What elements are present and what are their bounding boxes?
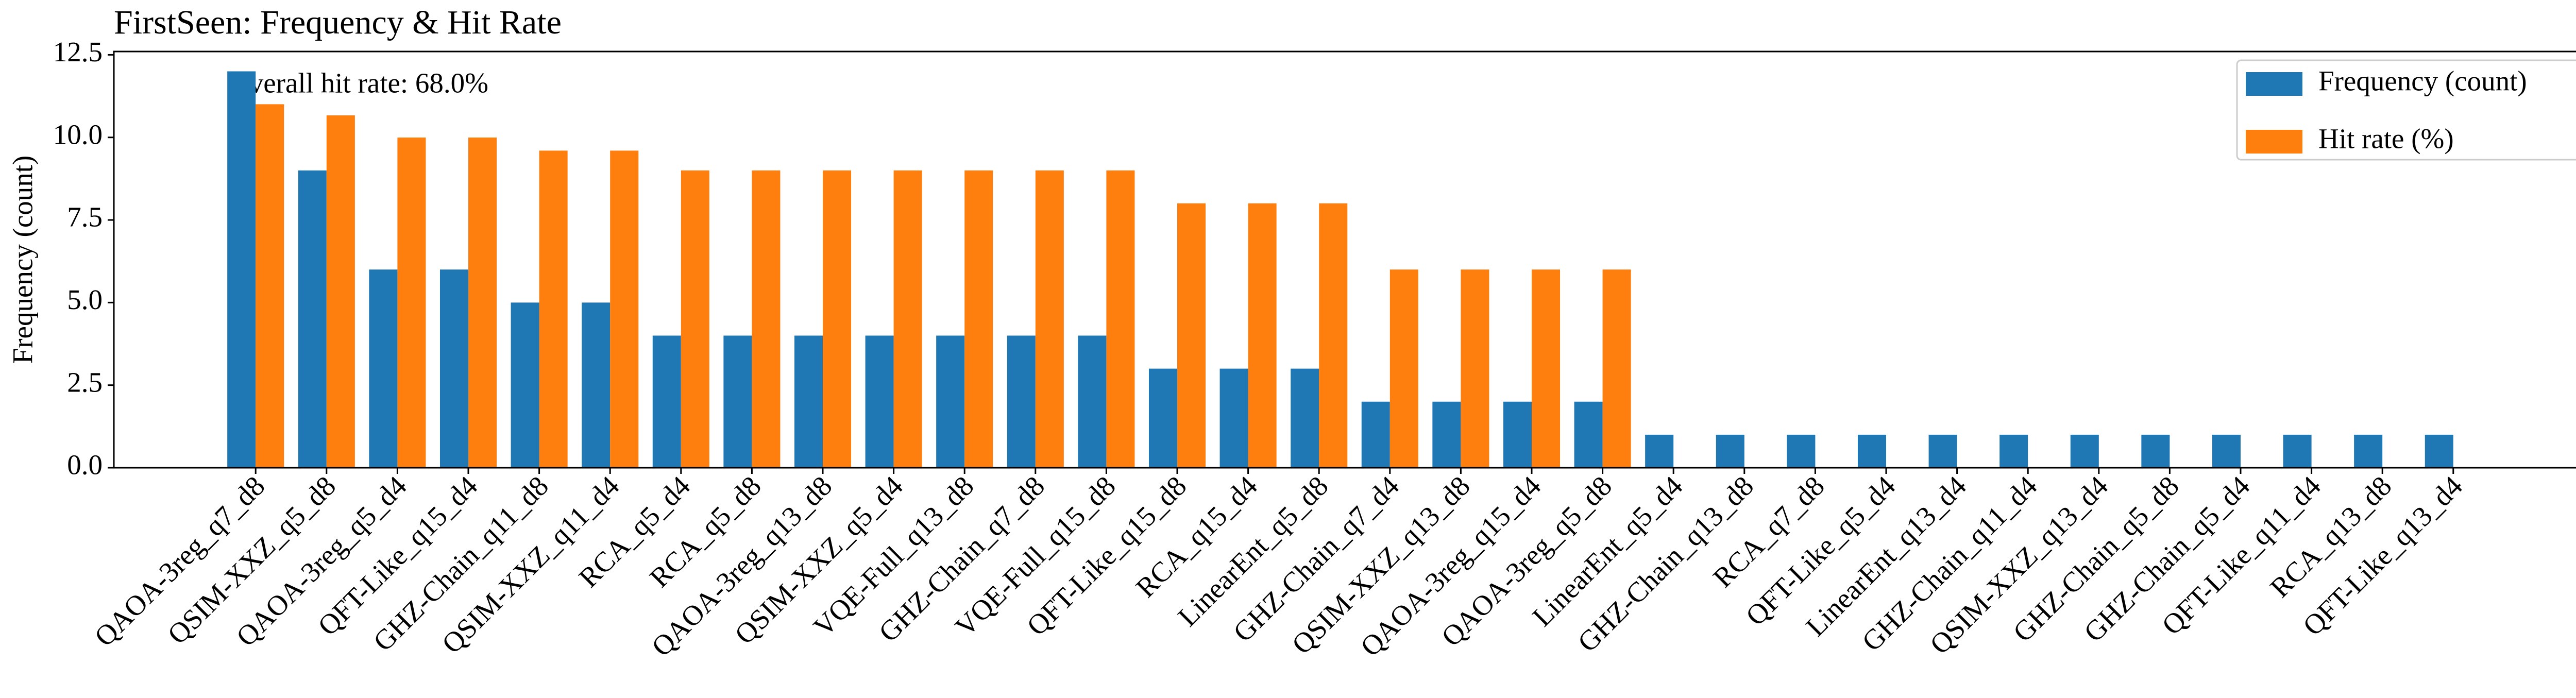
bar [1078, 335, 1107, 468]
bar [794, 335, 823, 468]
axes-frame [113, 50, 2576, 469]
bar [1716, 434, 1744, 468]
bar [1361, 401, 1390, 468]
bar [227, 71, 256, 468]
bar [2212, 434, 2241, 468]
bar [1928, 434, 1957, 468]
bar [2425, 434, 2453, 468]
bar [2141, 434, 2170, 468]
bar [326, 115, 355, 468]
bar [1106, 170, 1135, 468]
y-tick-label: 7.5 [67, 201, 103, 233]
bar [1035, 170, 1064, 468]
bar [2070, 434, 2099, 468]
bar [652, 335, 681, 468]
bar [1574, 401, 1603, 468]
y-axis-label: Frequency (count) [7, 156, 39, 364]
y-tick-label: 0.0 [67, 449, 103, 481]
bar [823, 170, 852, 468]
y-tick-label: 10.0 [53, 118, 103, 150]
bar [723, 335, 752, 468]
bar [1248, 203, 1277, 468]
legend-label: Hit rate (%) [2318, 123, 2454, 155]
legend-swatch [2246, 72, 2302, 96]
y-tick-label: 2.5 [67, 366, 103, 398]
chart-title: FirstSeen: Frequency & Hit Rate [114, 4, 562, 41]
bar [256, 104, 284, 468]
bar [893, 170, 922, 468]
bar [1503, 401, 1532, 468]
bar [539, 150, 568, 468]
bar [397, 137, 426, 468]
bar [1787, 434, 1816, 468]
annotation: Overall hit rate: 68.0% [229, 67, 488, 99]
bar [610, 150, 639, 468]
bar [439, 269, 468, 468]
bar [468, 137, 497, 468]
bar [1148, 368, 1177, 468]
bar [681, 170, 709, 468]
bar [936, 335, 965, 468]
bar [1461, 269, 1489, 468]
y-tick-label: 12.5 [53, 36, 103, 67]
bar [1177, 203, 1206, 468]
bar [298, 170, 327, 468]
bar [1432, 401, 1461, 468]
legend-label: Frequency (count) [2318, 65, 2527, 97]
bar [582, 302, 611, 468]
bar [369, 269, 398, 468]
bar [1291, 368, 1319, 468]
legend-swatch [2246, 130, 2302, 154]
bar [752, 170, 781, 468]
bar [1645, 434, 1674, 468]
bar [964, 170, 993, 468]
bar [1319, 203, 1348, 468]
bar [2283, 434, 2312, 468]
y-tick-label: 5.0 [67, 284, 103, 315]
bar [865, 335, 894, 468]
bar [511, 302, 539, 468]
bar [1532, 269, 1561, 468]
bar [1007, 335, 1036, 468]
bar [1219, 368, 1248, 468]
bar [1389, 269, 1418, 468]
bar [1999, 434, 2028, 468]
bar [2354, 434, 2383, 468]
bar [1602, 269, 1631, 468]
legend-box [2236, 59, 2576, 161]
bar [1857, 434, 1886, 468]
